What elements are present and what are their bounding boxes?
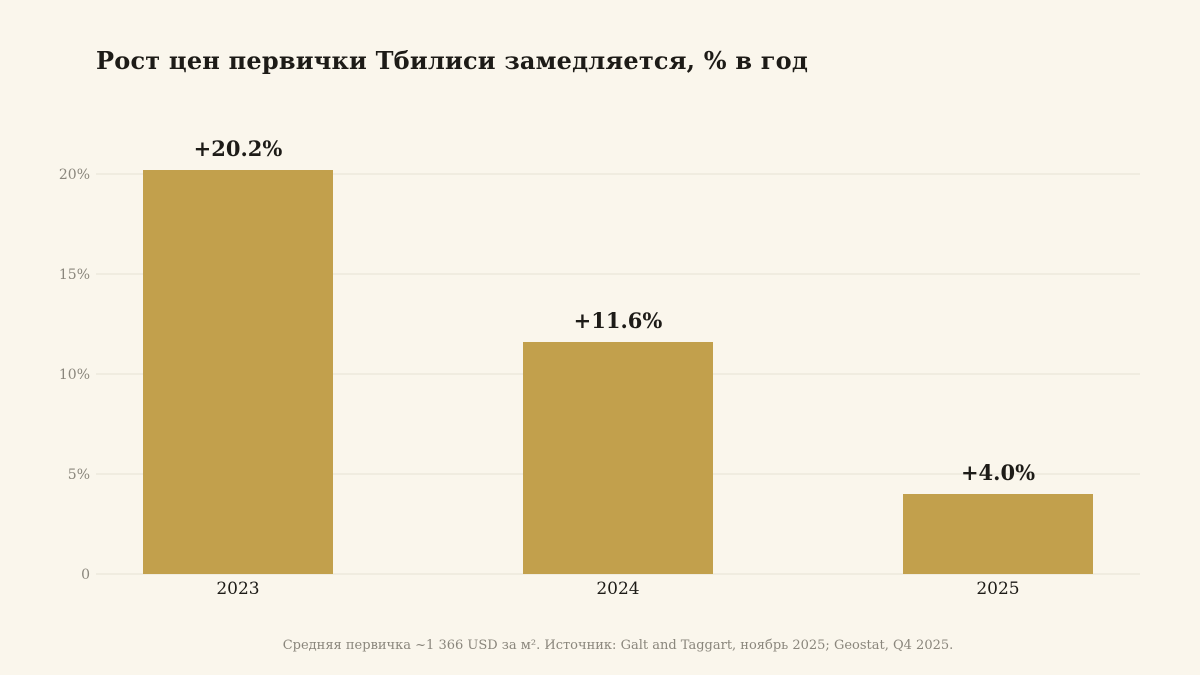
chart-title: Рост цен первички Тбилиси замедляется, %… xyxy=(96,46,809,75)
y-tick-label: 10% xyxy=(59,367,90,383)
x-tick-label: 2023 xyxy=(216,579,259,599)
y-axis-ticks: 0 5% 10% 15% 20% xyxy=(59,167,90,583)
chart-footnote: Средняя первичка ~1 366 USD за м². Источ… xyxy=(282,638,954,653)
bar-2023 xyxy=(143,170,333,574)
x-axis-ticks: 2023 2024 2025 xyxy=(216,579,1019,599)
data-label: +20.2% xyxy=(194,136,283,161)
y-tick-label: 20% xyxy=(59,167,90,183)
data-label: +11.6% xyxy=(574,308,663,333)
y-tick-label: 5% xyxy=(68,467,90,483)
x-tick-label: 2025 xyxy=(976,579,1019,599)
data-labels: +20.2% +11.6% +4.0% xyxy=(194,136,1035,485)
y-tick-label: 0 xyxy=(81,567,90,583)
bars xyxy=(143,170,1093,574)
bar-2025 xyxy=(903,494,1093,574)
bar-2024 xyxy=(523,342,713,574)
x-tick-label: 2024 xyxy=(596,579,639,599)
data-label: +4.0% xyxy=(961,460,1035,485)
y-tick-label: 15% xyxy=(59,267,90,283)
